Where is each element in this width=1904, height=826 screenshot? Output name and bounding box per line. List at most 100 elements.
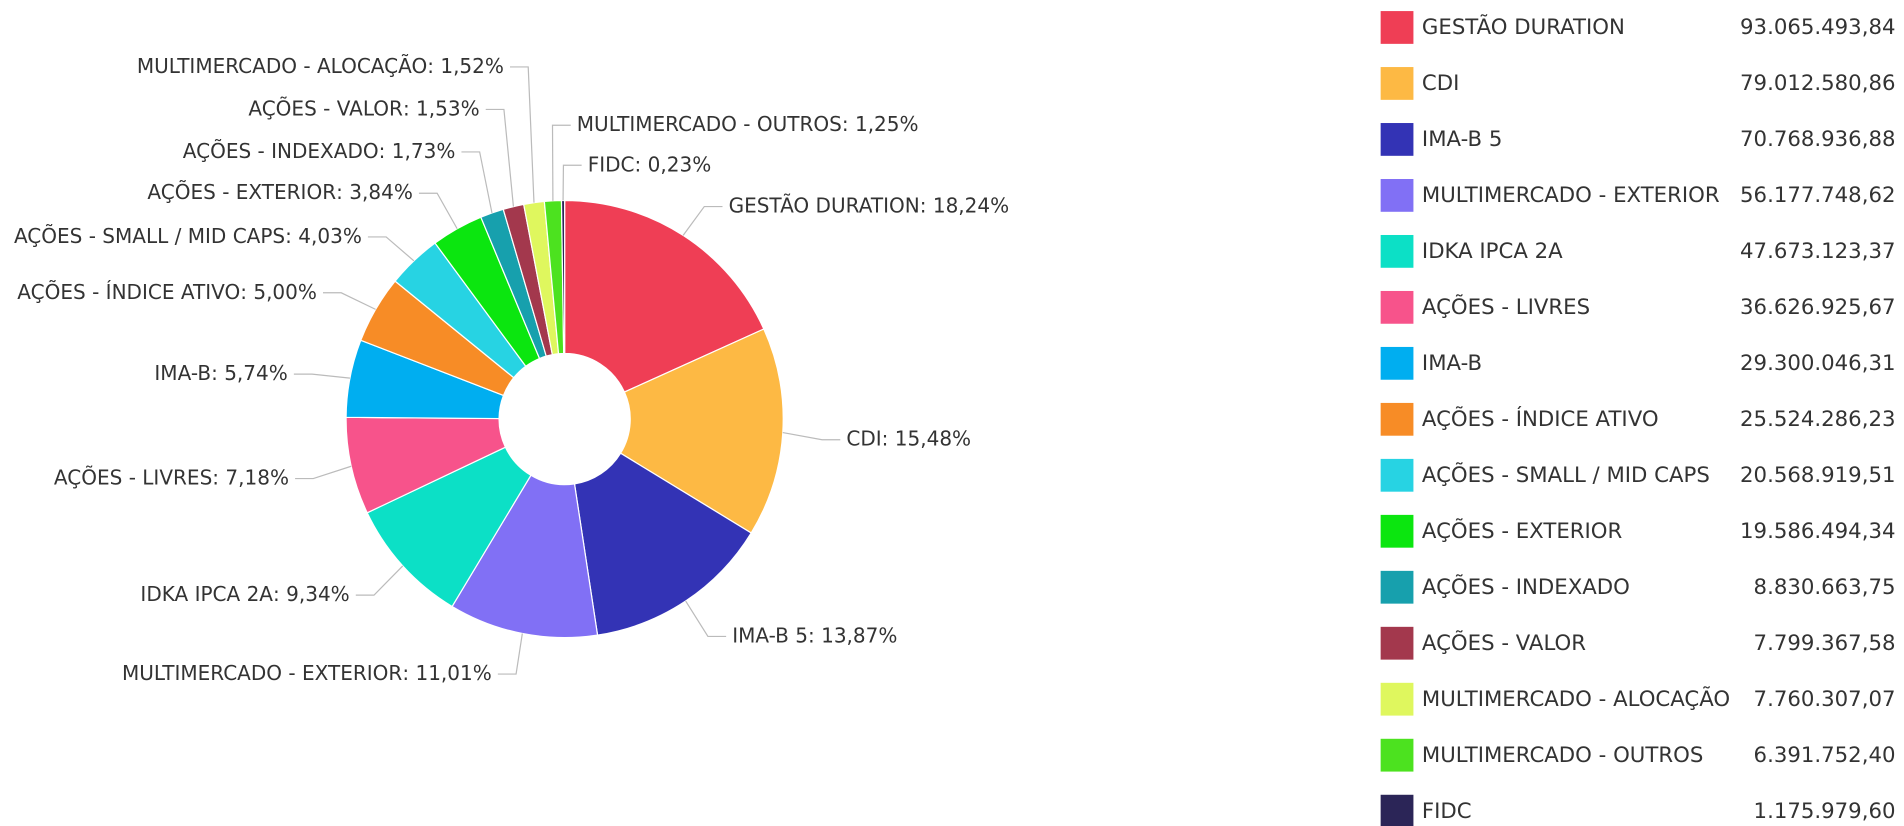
legend-amount: 19.586.494,34 xyxy=(1740,519,1895,544)
legend-amount: 20.568.919,51 xyxy=(1740,463,1895,488)
slice-label-value: 7,18% xyxy=(225,465,289,489)
slice-label-name: MULTIMERCADO - EXTERIOR xyxy=(122,661,402,685)
slice-label-name: AÇÕES - ÍNDICE ATIVO xyxy=(17,279,240,303)
label-connector xyxy=(485,108,515,207)
legend-name: MULTIMERCADO - EXTERIOR xyxy=(1422,183,1720,208)
slice-label-separator: : xyxy=(285,223,298,247)
legend-amount: 29.300.046,31 xyxy=(1740,351,1895,376)
legend-swatch xyxy=(1380,682,1414,716)
legend-amount: 1.175.979,60 xyxy=(1754,799,1896,824)
slice-label: IMA-B: 5,74% xyxy=(154,361,287,385)
label-connector xyxy=(355,565,404,596)
slice-label-name: FIDC xyxy=(588,152,635,176)
slice-label: AÇÕES - VALOR: 1,53% xyxy=(248,96,479,120)
slice-label-name: AÇÕES - SMALL / MID CAPS xyxy=(14,223,285,247)
slice-label-value: 1,53% xyxy=(416,96,480,120)
donut-slice xyxy=(564,199,765,393)
legend-swatch xyxy=(1380,738,1414,772)
legend-amount: 8.830.663,75 xyxy=(1754,575,1896,600)
legend-swatch xyxy=(1380,179,1414,212)
slice-label-name: AÇÕES - INDEXADO xyxy=(183,138,379,162)
legend-name: AÇÕES - VALOR xyxy=(1422,629,1586,656)
label-connector xyxy=(367,236,415,262)
legend-name: IMA-B 5 xyxy=(1422,127,1502,152)
legend-swatch xyxy=(1380,570,1414,604)
slice-label: AÇÕES - SMALL / MID CAPS: 4,03% xyxy=(14,223,362,247)
slice-label-value: 1,73% xyxy=(392,138,456,162)
donut-slice xyxy=(366,446,532,608)
slice-label: AÇÕES - EXTERIOR: 3,84% xyxy=(147,180,412,204)
legend-swatch xyxy=(1380,458,1414,492)
slice-label-name: MULTIMERCADO - OUTROS xyxy=(577,112,842,136)
slice-label-name: AÇÕES - LIVRES xyxy=(54,465,212,489)
slice-label: MULTIMERCADO - EXTERIOR: 11,01% xyxy=(122,661,492,685)
legend-swatch xyxy=(1380,67,1414,100)
legend-name: MULTIMERCADO - ALOCAÇÃO xyxy=(1422,685,1730,712)
legend-name: AÇÕES - ÍNDICE ATIVO xyxy=(1422,405,1659,432)
legend-amount: 36.626.925,67 xyxy=(1740,295,1895,320)
slice-label-separator: : xyxy=(842,112,855,136)
slice-label: FIDC: 0,23% xyxy=(588,152,712,176)
label-connector xyxy=(782,431,841,441)
slice-label-value: 11,01% xyxy=(415,661,491,685)
legend-name: AÇÕES - EXTERIOR xyxy=(1422,517,1623,544)
legend-name: AÇÕES - LIVRES xyxy=(1422,293,1590,320)
slice-label-name: IMA-B 5 xyxy=(732,623,808,647)
slice-label-value: 13,87% xyxy=(821,623,897,647)
slice-label-value: 1,25% xyxy=(855,112,919,136)
slice-label: GESTÃO DURATION: 18,24% xyxy=(729,193,1010,217)
legend-name: IMA-B xyxy=(1422,351,1482,376)
legend-swatch xyxy=(1380,402,1414,436)
legend-amount: 25.524.286,23 xyxy=(1740,407,1895,432)
slice-label: AÇÕES - INDEXADO: 1,73% xyxy=(183,138,456,162)
legend-swatch xyxy=(1380,234,1414,268)
legend-name: MULTIMERCADO - OUTROS xyxy=(1422,743,1703,768)
label-connector xyxy=(461,151,493,214)
slice-label: AÇÕES - LIVRES: 7,18% xyxy=(54,465,289,489)
legend-name: IDKA IPCA 2A xyxy=(1422,239,1563,264)
label-connector xyxy=(685,600,727,638)
slice-label: AÇÕES - ÍNDICE ATIVO: 5,00% xyxy=(17,279,317,303)
slice-label-name: AÇÕES - VALOR xyxy=(248,96,403,120)
legend-swatch xyxy=(1380,514,1414,548)
slice-label-value: 1,52% xyxy=(440,53,504,77)
slice-label-separator: : xyxy=(882,426,895,450)
slice-label-separator: : xyxy=(211,361,224,385)
slice-label-separator: : xyxy=(920,193,933,217)
slice-label-value: 9,34% xyxy=(286,582,350,606)
legend-amount: 93.065.493,84 xyxy=(1740,15,1895,40)
slice-label: IMA-B 5: 13,87% xyxy=(732,623,897,647)
slice-label: MULTIMERCADO - OUTROS: 1,25% xyxy=(577,112,919,136)
slice-label: IDKA IPCA 2A: 9,34% xyxy=(140,582,349,606)
slice-label-name: AÇÕES - EXTERIOR xyxy=(147,180,336,204)
slice-label-separator: : xyxy=(240,279,253,303)
slice-label-value: 3,84% xyxy=(349,180,413,204)
slice-label: MULTIMERCADO - ALOCAÇÃO: 1,52% xyxy=(137,53,504,77)
legend-name: CDI xyxy=(1422,71,1459,96)
slice-label-separator: : xyxy=(402,661,415,685)
slice-label-separator: : xyxy=(336,180,349,204)
donut-slice xyxy=(573,452,753,636)
legend-amount: 7.799.367,58 xyxy=(1754,631,1896,656)
slice-label-separator: : xyxy=(212,465,225,489)
slice-label-value: 5,74% xyxy=(224,361,288,385)
label-connector xyxy=(293,373,351,379)
legend-name: FIDC xyxy=(1422,799,1472,824)
slice-label-separator: : xyxy=(273,582,286,606)
slice-label-separator: : xyxy=(808,623,821,647)
legend-amount: 79.012.580,86 xyxy=(1740,71,1895,96)
slice-label-name: CDI xyxy=(846,426,881,450)
legend-swatch xyxy=(1380,626,1414,660)
label-connector xyxy=(295,465,352,480)
label-connector xyxy=(323,292,376,310)
legend-swatch xyxy=(1380,290,1414,324)
donut-slice xyxy=(560,199,566,355)
label-connector xyxy=(551,124,571,201)
legend-name: GESTÃO DURATION xyxy=(1422,13,1625,40)
donut-slice xyxy=(451,474,599,639)
label-connector xyxy=(497,633,523,675)
label-connector xyxy=(562,164,582,201)
legend-name: AÇÕES - INDEXADO xyxy=(1422,573,1630,600)
